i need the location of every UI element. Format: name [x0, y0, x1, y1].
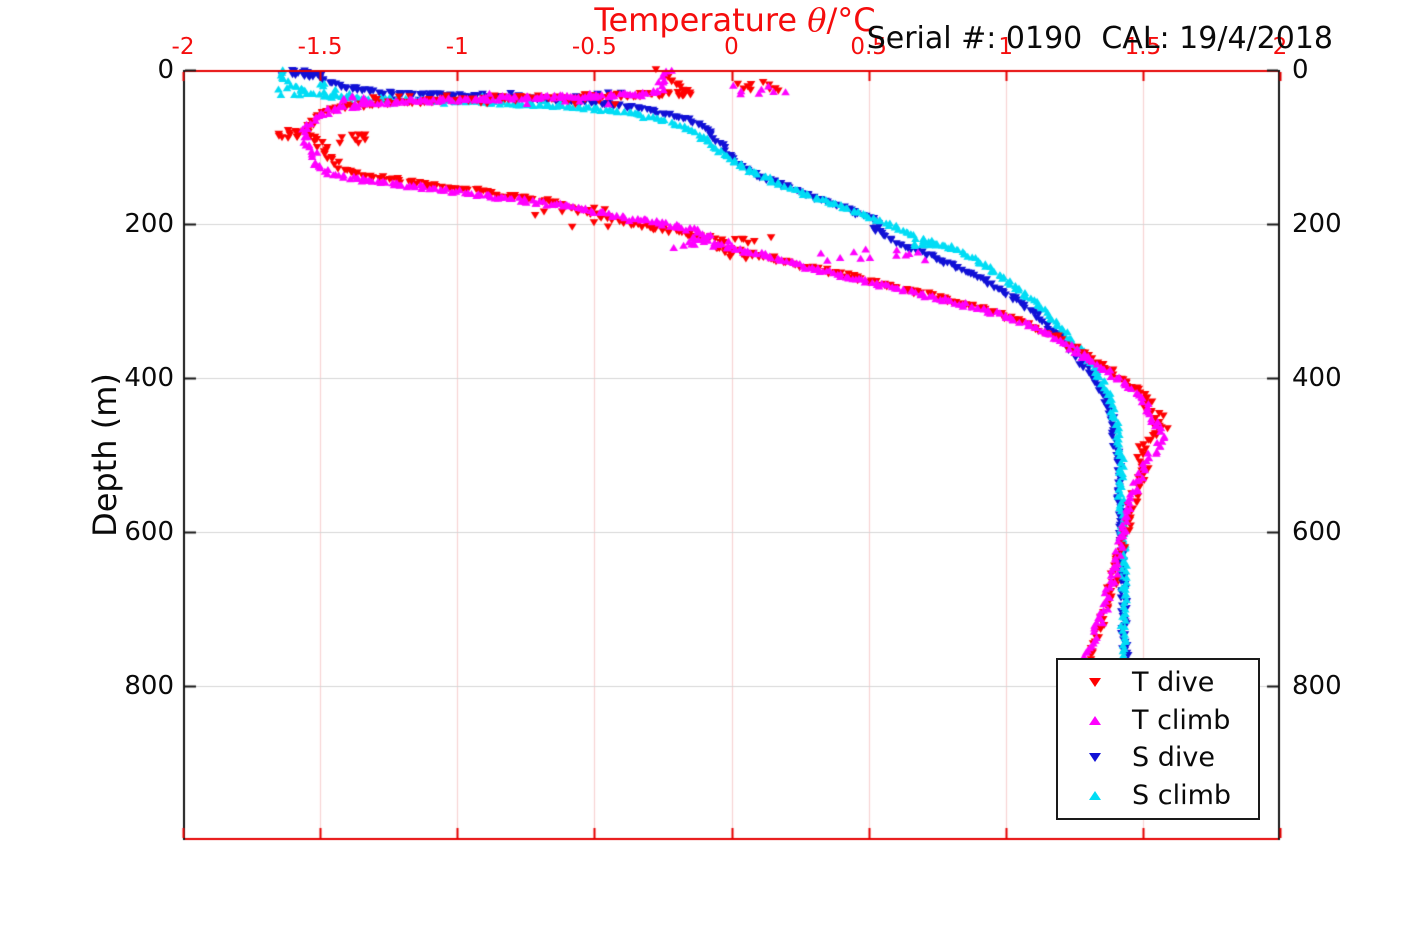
- legend-item-label: S dive: [1132, 742, 1215, 774]
- y-tick-label-right: 800: [1292, 671, 1342, 701]
- triangle-up-icon: [1089, 715, 1101, 725]
- triangle-up-icon: [1089, 790, 1101, 800]
- x-tick-label: -1: [445, 34, 469, 60]
- x-tick-label: 0: [724, 34, 739, 60]
- x-tick-label: 1: [998, 34, 1014, 60]
- legend-item-label: T climb: [1132, 704, 1231, 736]
- y-tick-label-right: 0: [1292, 55, 1309, 85]
- triangle-down-icon: [1089, 753, 1101, 763]
- chart-title: Temperature θ/°C: [594, 1, 875, 39]
- legend-item-label: T dive: [1132, 667, 1215, 699]
- legend-item-t-dive: T dive: [1058, 667, 1258, 698]
- legend-item-t-climb: T climb: [1058, 705, 1258, 736]
- legend-marker-wrap: [1058, 753, 1132, 763]
- legend-item-label: S climb: [1132, 779, 1232, 811]
- triangle-down-icon: [1089, 678, 1101, 688]
- y-tick-label-left: 200: [124, 209, 174, 239]
- depth-axis-label: Depth (m): [86, 373, 124, 537]
- chart-title-text: Temperature: [594, 1, 808, 39]
- y-tick-label-right: 200: [1292, 209, 1342, 239]
- y-tick-label-right: 600: [1292, 517, 1342, 547]
- chart-title-unit: /°C: [826, 1, 876, 39]
- legend-marker-wrap: [1058, 715, 1132, 725]
- x-tick-label: 1.5: [1124, 34, 1162, 60]
- legend-item-s-dive: S dive: [1058, 742, 1258, 773]
- x-tick-label: 2: [1272, 34, 1288, 60]
- x-tick-label: -2: [171, 34, 195, 60]
- legend-box: T dive T climb S dive S climb: [1056, 658, 1260, 820]
- y-tick-label-left: 600: [124, 517, 174, 547]
- y-tick-label-right: 400: [1292, 363, 1342, 393]
- legend-marker-wrap: [1058, 790, 1132, 800]
- legend-marker-wrap: [1058, 678, 1132, 688]
- x-tick-label: -1.5: [297, 34, 343, 60]
- y-tick-label-left: 0: [157, 55, 174, 85]
- y-tick-label-left: 400: [124, 363, 174, 393]
- serial-cal-annotation: Serial #: 0190 CAL: 19/4/2018: [866, 21, 1333, 56]
- y-tick-label-left: 800: [124, 671, 174, 701]
- x-tick-label: -0.5: [571, 34, 617, 60]
- x-tick-label: 0.5: [850, 34, 887, 60]
- chart-title-theta-symbol: θ: [807, 1, 827, 39]
- legend-item-s-climb: S climb: [1058, 780, 1258, 811]
